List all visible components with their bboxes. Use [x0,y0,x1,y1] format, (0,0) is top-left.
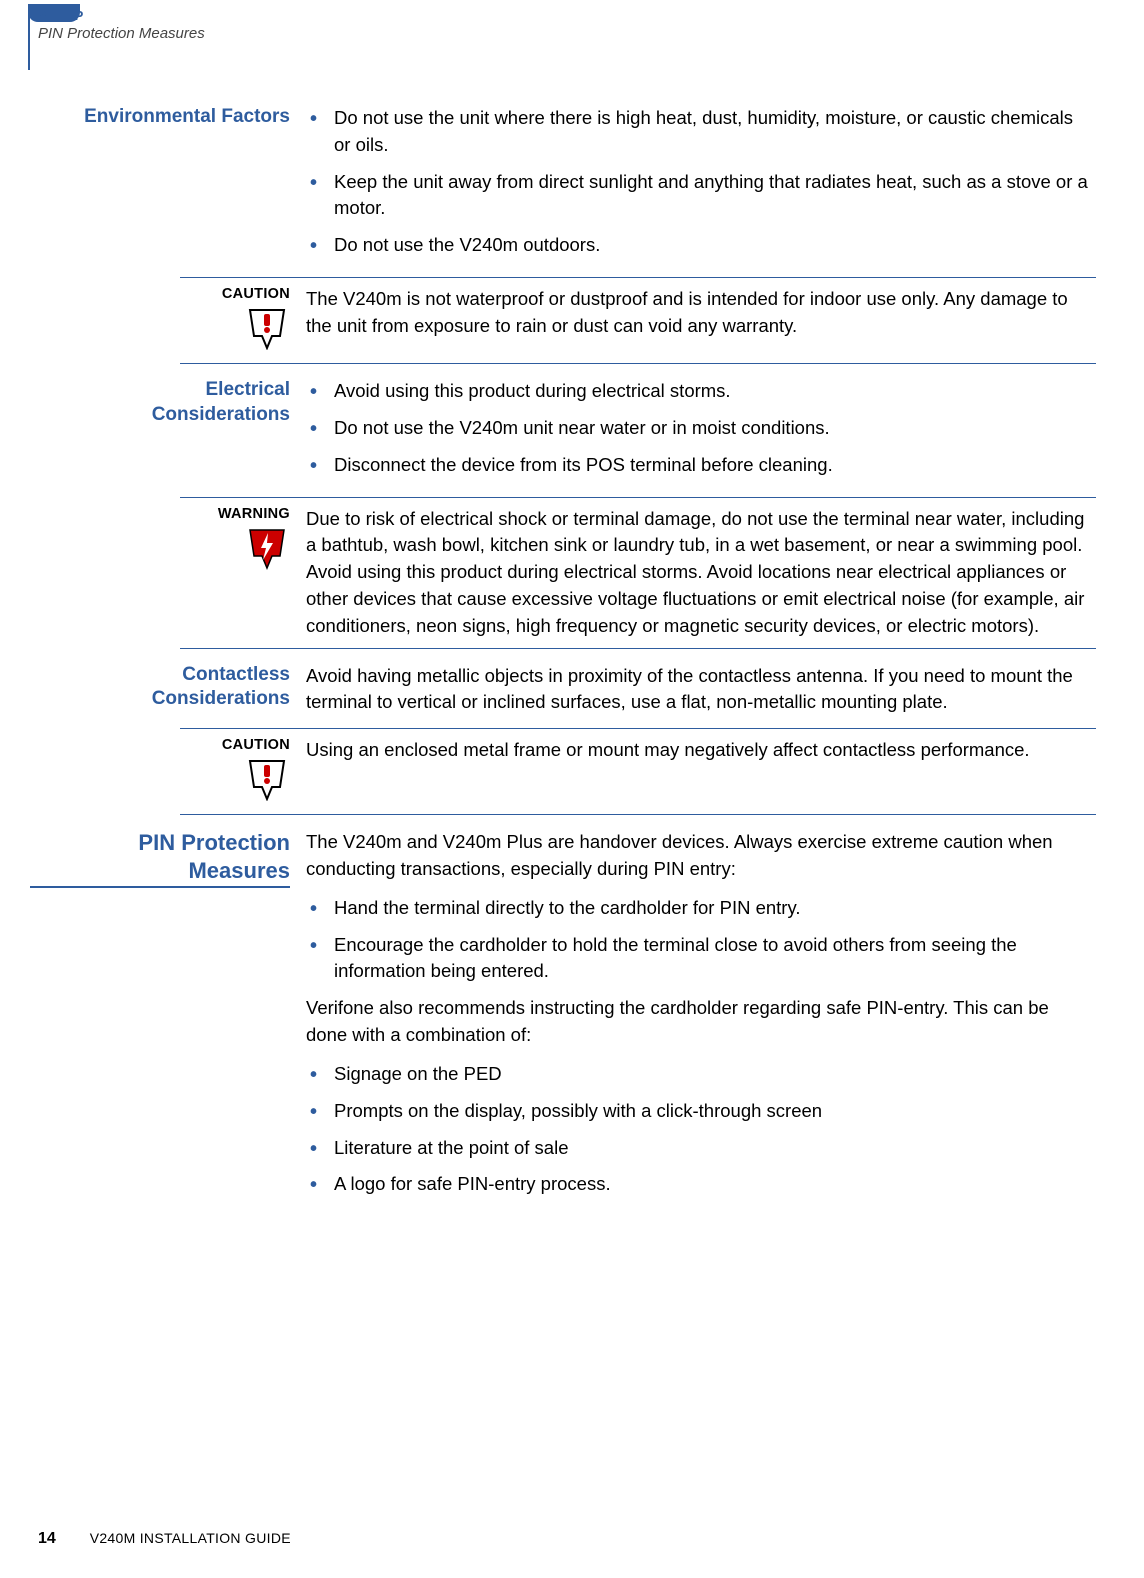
page-header: SETUP PIN Protection Measures [38,8,205,42]
heading-contactless: Contactless Considerations [0,663,290,712]
page-footer: 14 V240M INSTALLATION GUIDE [38,1530,291,1548]
pin-bullet-list-2: Signage on the PED Prompts on the displa… [306,1061,1090,1198]
page-border [28,10,30,70]
section-electrical: Electrical Considerations Avoid using th… [0,378,1144,488]
list-item: Signage on the PED [306,1061,1090,1088]
list-item: Literature at the point of sale [306,1135,1090,1162]
heading-electrical: Electrical Considerations [0,378,290,427]
section-environmental: Environmental Factors Do not use the uni… [0,105,1144,269]
section-contactless: Contactless Considerations Avoid having … [0,663,1144,717]
heading-environmental: Environmental Factors [0,105,290,130]
section-pin: PIN Protection Measures The V240m and V2… [0,829,1144,1208]
list-item: Do not use the V240m outdoors. [306,232,1090,259]
caution-text: The V240m is not waterproof or dustproof… [300,286,1090,355]
list-item: Avoid using this product during electric… [306,378,1090,405]
list-item: Encourage the cardholder to hold the ter… [306,932,1090,986]
page-content: Environmental Factors Do not use the uni… [0,105,1144,1214]
list-item: Do not use the V240m unit near water or … [306,415,1090,442]
list-item: Do not use the unit where there is high … [306,105,1090,159]
header-chapter: SETUP [38,8,205,23]
footer-title: V240M INSTALLATION GUIDE [90,1530,291,1546]
warning-label: WARNING [180,506,290,522]
caution-contactless: CAUTION Using an enclosed metal frame or… [180,728,1096,815]
list-item: A logo for safe PIN-entry process. [306,1171,1090,1198]
caution-label: CAUTION [180,286,290,302]
pin-intro: The V240m and V240m Plus are handover de… [306,829,1090,883]
warning-text: Due to risk of electrical shock or termi… [300,506,1090,640]
list-item: Keep the unit away from direct sunlight … [306,169,1090,223]
caution-environmental: CAUTION The V240m is not waterproof or d… [180,277,1096,364]
header-subtitle: PIN Protection Measures [38,25,205,42]
pin-mid: Verifone also recommends instructing the… [306,995,1090,1049]
pin-bullet-list-1: Hand the terminal directly to the cardho… [306,895,1090,985]
elec-bullet-list: Avoid using this product during electric… [306,378,1090,478]
list-item: Disconnect the device from its POS termi… [306,452,1090,479]
heading-pin: PIN Protection Measures [0,829,290,884]
caution-label: CAUTION [180,737,290,753]
list-item: Hand the terminal directly to the cardho… [306,895,1090,922]
warning-electrical: WARNING Due to risk of electrical shock … [180,497,1096,649]
env-bullet-list: Do not use the unit where there is high … [306,105,1090,259]
heading-rule [30,886,290,888]
warning-icon [244,528,290,575]
list-item: Prompts on the display, possibly with a … [306,1098,1090,1125]
page-number: 14 [38,1530,56,1547]
caution-icon [244,308,290,355]
caution-icon [244,759,290,806]
contactless-text: Avoid having metallic objects in proximi… [306,663,1090,717]
caution-text: Using an enclosed metal frame or mount m… [300,737,1090,806]
